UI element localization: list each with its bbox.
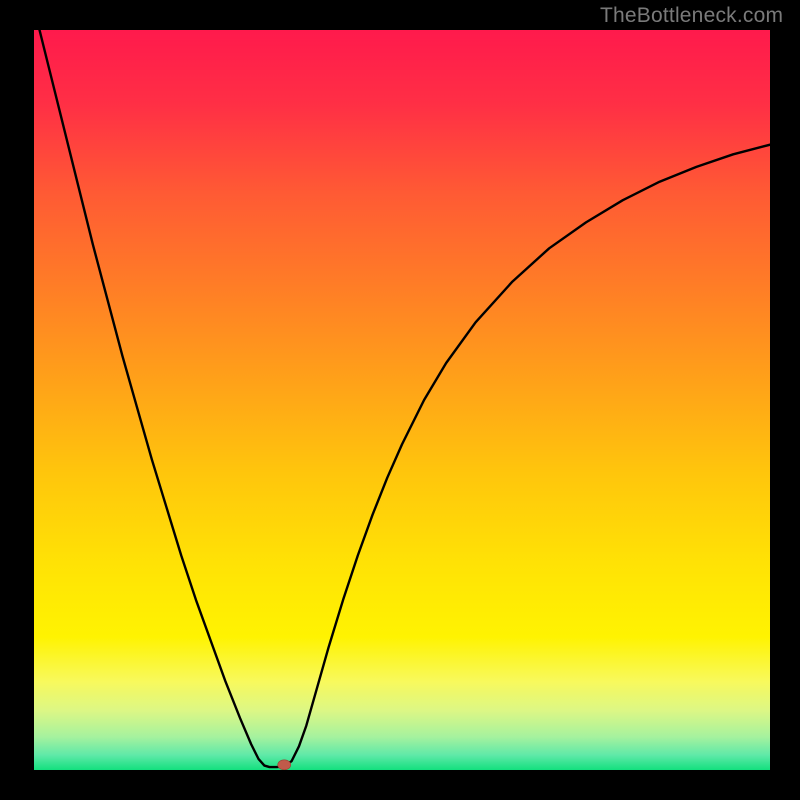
watermark-label: TheBottleneck.com — [600, 4, 783, 28]
plot-svg — [34, 30, 770, 770]
gradient-background — [34, 30, 770, 770]
plot-area — [34, 30, 770, 770]
optimum-marker — [278, 760, 291, 770]
